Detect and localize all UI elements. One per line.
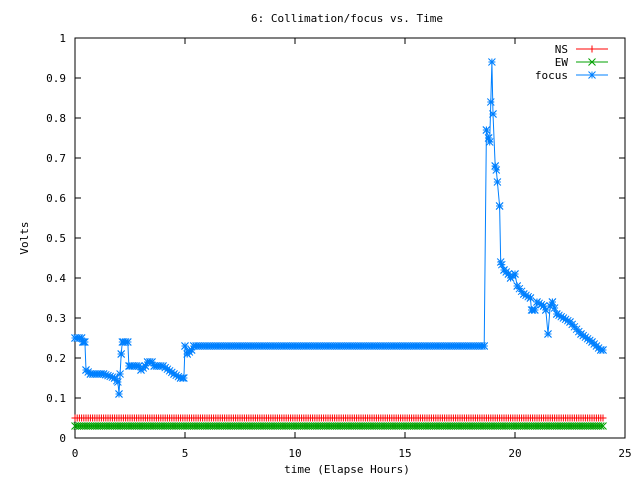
data-point xyxy=(486,98,495,106)
y-axis-label: Volts xyxy=(18,221,31,254)
data-point xyxy=(511,270,519,278)
x-tick-label: 10 xyxy=(288,447,301,460)
data-point xyxy=(491,162,500,170)
data-point xyxy=(99,370,108,378)
chart-title: 6: Collimation/focus vs. Time xyxy=(251,12,443,25)
data-point xyxy=(541,306,550,314)
y-tick-label: 0.3 xyxy=(46,312,66,325)
data-point xyxy=(522,291,530,300)
data-point xyxy=(524,292,533,301)
series-ns xyxy=(71,414,607,422)
x-tick-label: 15 xyxy=(398,447,411,460)
data-point xyxy=(546,302,555,310)
data-point xyxy=(495,202,504,210)
data-point xyxy=(482,126,491,134)
data-point xyxy=(548,298,557,306)
legend-marker xyxy=(588,45,596,53)
data-point xyxy=(181,342,189,350)
series-layer xyxy=(71,58,607,430)
data-point xyxy=(550,304,559,312)
data-point xyxy=(533,298,541,306)
legend-label: focus xyxy=(535,69,568,82)
y-tick-label: 0.2 xyxy=(46,352,66,365)
data-point xyxy=(535,299,544,308)
data-point xyxy=(77,334,86,342)
y-tick-label: 0.4 xyxy=(46,272,66,285)
legend-marker xyxy=(588,58,596,66)
y-tick-label: 0.1 xyxy=(46,392,66,405)
data-point xyxy=(493,178,502,186)
data-point xyxy=(496,258,505,266)
data-point xyxy=(187,346,196,354)
data-point xyxy=(519,290,528,298)
data-point xyxy=(599,346,607,354)
x-tick-label: 20 xyxy=(508,447,521,460)
data-point xyxy=(557,312,566,321)
data-point xyxy=(539,302,548,310)
data-point xyxy=(504,270,513,278)
y-tick-label: 0.6 xyxy=(46,192,66,205)
data-point xyxy=(530,306,539,314)
series-ew xyxy=(71,422,607,430)
data-point xyxy=(108,373,117,382)
data-point xyxy=(599,414,607,422)
data-point xyxy=(537,300,546,309)
data-point xyxy=(101,370,110,379)
data-point xyxy=(115,390,123,398)
x-tick-label: 5 xyxy=(182,447,189,460)
data-point xyxy=(489,110,497,118)
legend-label: EW xyxy=(555,56,569,69)
legend-marker xyxy=(588,71,596,79)
data-point xyxy=(596,422,605,430)
data-point xyxy=(485,138,494,146)
data-point xyxy=(114,378,122,386)
data-point xyxy=(526,294,535,302)
data-point xyxy=(148,358,156,366)
data-point xyxy=(552,310,561,318)
data-point xyxy=(174,372,183,381)
data-point xyxy=(141,362,150,370)
data-point xyxy=(134,362,143,370)
data-point xyxy=(561,315,570,324)
data-point xyxy=(106,372,115,381)
data-point xyxy=(497,260,506,269)
data-point xyxy=(117,350,126,358)
data-point xyxy=(488,58,496,66)
data-point xyxy=(555,311,563,320)
plot-frame xyxy=(74,37,626,439)
data-point xyxy=(104,371,112,380)
data-point xyxy=(480,342,489,350)
data-point xyxy=(81,338,89,346)
y-tick-label: 0 xyxy=(59,432,66,445)
y-tick-label: 0.5 xyxy=(46,232,66,245)
data-point xyxy=(559,314,568,322)
y-tick-label: 1 xyxy=(59,32,66,45)
data-point xyxy=(492,166,501,174)
data-point xyxy=(172,371,181,380)
data-point xyxy=(563,316,572,325)
data-point xyxy=(599,422,607,430)
x-tick-label: 0 xyxy=(72,447,79,460)
legend-label: NS xyxy=(555,43,568,56)
y-tick-label: 0.9 xyxy=(46,72,66,85)
data-point xyxy=(123,338,132,346)
x-axis-label: time (Elapse Hours) xyxy=(284,463,410,476)
axis-ticks: 0 5 10 15 20 25 0 0.1 0.2 0.3 0.4 0.5 0.6 0.7 0.8 0.9 1 xyxy=(46,32,632,460)
data-point xyxy=(180,374,188,382)
x-tick-label: 25 xyxy=(618,447,631,460)
data-point xyxy=(544,330,552,338)
data-point xyxy=(116,370,124,378)
data-point xyxy=(170,370,178,378)
series-focus xyxy=(71,58,607,398)
y-tick-label: 0.8 xyxy=(46,112,66,125)
y-tick-label: 0.7 xyxy=(46,152,66,165)
data-point xyxy=(484,134,493,142)
